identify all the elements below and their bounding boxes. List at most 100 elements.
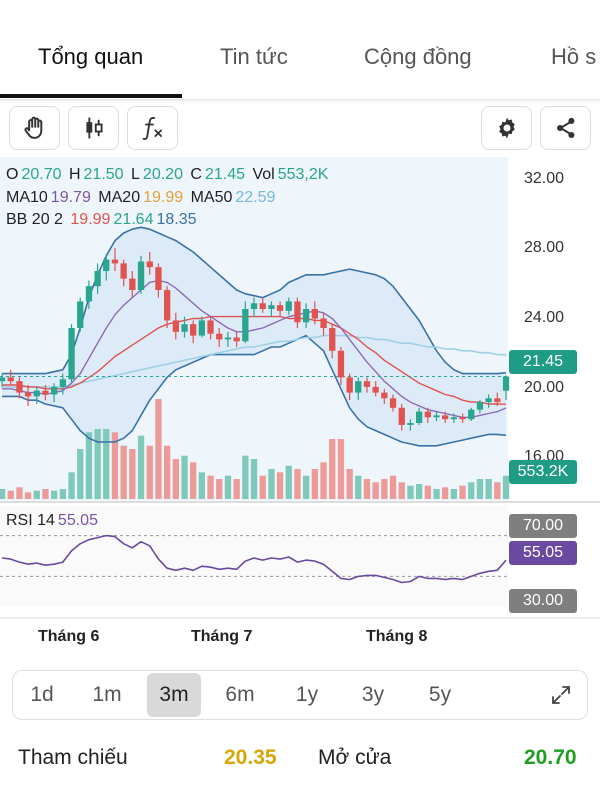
- candle-body: [389, 398, 397, 408]
- candle-body: [303, 309, 310, 323]
- candle-body: [129, 278, 136, 290]
- rsi-legend: RSI 14 55.05: [6, 512, 98, 529]
- volume-bar: [7, 490, 14, 499]
- range-1y[interactable]: 1y: [295, 683, 319, 706]
- range-3y[interactable]: 3y: [361, 683, 385, 706]
- candle-body: [7, 377, 14, 382]
- bollinger-band-fill: [2, 227, 506, 446]
- range-1d[interactable]: 1d: [30, 683, 54, 706]
- volume-bar: [16, 487, 23, 499]
- candle-body: [320, 318, 327, 328]
- volume-bar: [355, 475, 362, 499]
- month-label: Tháng 6: [38, 628, 100, 645]
- month-label: Tháng 8: [366, 628, 428, 645]
- volume-bar: [485, 479, 492, 499]
- volume-bar: [120, 445, 127, 499]
- price-tick: 20.00: [524, 379, 565, 396]
- reference-price-value: 20.35: [224, 746, 277, 769]
- candle-body: [424, 411, 431, 418]
- tab-news[interactable]: Tin tức: [220, 44, 288, 69]
- volume-bar: [172, 459, 179, 499]
- candle-body: [502, 376, 510, 391]
- expand-icon[interactable]: [549, 683, 573, 707]
- candle-body: [0, 377, 6, 382]
- volume-bar: [276, 472, 284, 499]
- candle-body: [207, 320, 214, 334]
- volume-bar: [398, 482, 405, 499]
- volume-bar: [137, 435, 145, 499]
- price-chart[interactable]: [0, 157, 600, 619]
- drawing-tool-button[interactable]: [9, 106, 60, 150]
- volume-bar: [24, 492, 32, 499]
- candle-body: [442, 415, 449, 420]
- bollinger-lower-line: [2, 334, 507, 447]
- candle-body: [103, 259, 110, 271]
- volume-bar: [424, 485, 431, 499]
- volume-bar: [372, 482, 379, 499]
- volume-bar: [190, 462, 197, 499]
- range-5y[interactable]: 5y: [428, 683, 452, 706]
- candle-body: [294, 301, 301, 323]
- volume-bar: [85, 432, 93, 499]
- candle-body: [190, 324, 197, 336]
- volume-bar: [129, 449, 136, 499]
- share-button[interactable]: [540, 106, 591, 150]
- candle-body: [337, 350, 345, 378]
- candle-body: [355, 381, 362, 393]
- volume-bar: [294, 469, 301, 499]
- candle-body: [59, 379, 66, 387]
- candle-body: [24, 392, 32, 397]
- range-1m[interactable]: 1m: [92, 683, 122, 706]
- volume-bar: [450, 489, 457, 499]
- candle-body: [433, 415, 440, 418]
- candle-body: [155, 267, 162, 290]
- bollinger-upper-line: [2, 226, 507, 375]
- volume-bar: [216, 479, 223, 499]
- indicators-button[interactable]: [127, 106, 178, 150]
- candle-body: [407, 423, 414, 425]
- volume-bar: [285, 465, 292, 499]
- candle-body: [398, 407, 405, 425]
- candle-body: [416, 411, 423, 423]
- tab-profile[interactable]: Hồ s: [551, 44, 597, 69]
- volume-bar: [0, 489, 6, 499]
- volume-bar: [468, 482, 475, 499]
- volume-bar: [268, 469, 275, 499]
- volume-bar: [198, 472, 205, 499]
- ma50-line: [2, 334, 507, 388]
- candle-body: [198, 320, 205, 336]
- ma-legend: MA10 19.79 MA20 19.99 MA50 22.59: [6, 189, 276, 206]
- volume-bar: [442, 487, 449, 499]
- tab-community[interactable]: Cộng đồng: [364, 44, 472, 69]
- candle-body: [68, 328, 75, 380]
- volume-bar: [259, 475, 266, 499]
- volume-bar: [207, 475, 214, 499]
- rsi-lower-tag: 30.00: [509, 589, 577, 613]
- candle-body: [164, 290, 171, 321]
- rsi-pane-bg: [0, 505, 508, 607]
- candle-body: [485, 398, 492, 403]
- tab-overview[interactable]: Tổng quan: [38, 44, 144, 69]
- volume-bar: [42, 489, 49, 499]
- tab-bar: Tổng quan Tin tức Cộng đồng Hồ s: [0, 16, 600, 100]
- month-label: Tháng 7: [191, 628, 253, 645]
- candle-body: [94, 271, 101, 287]
- volume-bar: [51, 490, 58, 499]
- candle-body: [85, 286, 93, 302]
- candle-body: [216, 333, 223, 340]
- chart-type-button[interactable]: [68, 106, 119, 150]
- candle-body: [16, 381, 23, 393]
- range-6m[interactable]: 6m: [225, 683, 255, 706]
- rsi-upper-tag: 70.00: [509, 514, 577, 538]
- range-3m[interactable]: 3m: [147, 673, 201, 717]
- volume-bar: [164, 445, 171, 499]
- volume-bar: [416, 484, 423, 499]
- chart-settings-button[interactable]: [481, 106, 532, 150]
- candle-body: [242, 309, 249, 342]
- candle-body: [172, 320, 179, 332]
- candle-body: [268, 305, 275, 309]
- volume-bar: [459, 485, 466, 499]
- volume-tag: 553.2K: [509, 460, 577, 484]
- candle-body: [450, 417, 457, 420]
- volume-bar: [155, 399, 162, 499]
